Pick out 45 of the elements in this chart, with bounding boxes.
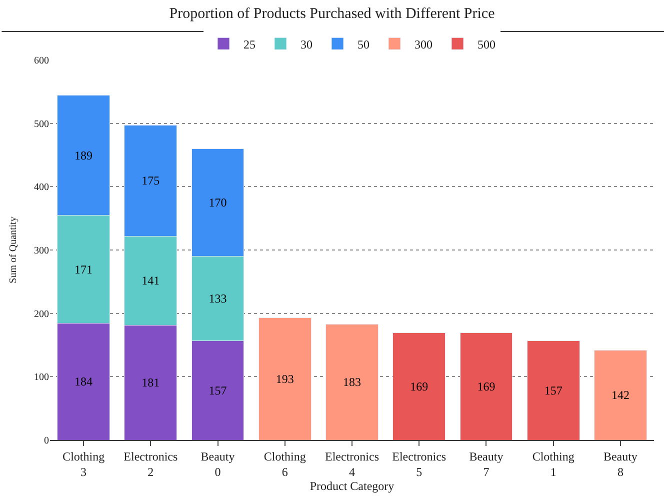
- legend-label: 300: [414, 37, 432, 52]
- data-label: 181: [142, 376, 160, 390]
- legend-label: 500: [478, 37, 496, 52]
- data-label: 169: [410, 379, 428, 394]
- x-tick-label: Beauty 0: [200, 449, 235, 479]
- y-tick-label: 300: [34, 246, 49, 256]
- y-tick-label: 500: [34, 118, 49, 130]
- x-tick-label: Clothing 3: [62, 449, 105, 479]
- data-label: 157: [544, 383, 562, 398]
- bar: [526, 340, 580, 440]
- bar: [392, 332, 446, 440]
- x-tick-label: Clothing 1: [532, 449, 574, 479]
- legend-label: 50: [358, 37, 370, 52]
- data-label: 157: [208, 383, 227, 398]
- bar: [460, 332, 513, 440]
- y-tick-label: 400: [34, 182, 49, 194]
- y-tick-label: 200: [34, 308, 49, 320]
- data-label: 175: [142, 174, 160, 188]
- data-label: 133: [208, 291, 227, 306]
- y-tick-label: 600: [34, 56, 49, 66]
- data-label: 193: [276, 372, 294, 386]
- x-tick-label: Clothing 6: [264, 449, 306, 479]
- x-axis-title: Product Category: [310, 479, 394, 493]
- legend-label: 25: [244, 37, 256, 52]
- bar: [258, 318, 312, 440]
- x-tick-label: Beauty 8: [603, 449, 638, 479]
- data-label: 141: [142, 274, 160, 288]
- y-tick-label: 0: [44, 436, 49, 446]
- legend-label: 30: [300, 37, 312, 52]
- data-label: 169: [477, 379, 496, 394]
- y-axis-title: Sum of Quantity: [8, 216, 19, 284]
- data-label: 171: [74, 262, 93, 276]
- x-tick-label: Beauty 7: [469, 449, 504, 479]
- data-label: 189: [74, 148, 93, 162]
- x-tick-label: Electronics 5: [392, 449, 446, 479]
- y-tick-label: 100: [34, 372, 49, 384]
- bar: [326, 324, 378, 440]
- x-tick-label: Electronics 2: [124, 449, 178, 479]
- data-label: 184: [74, 374, 93, 389]
- bar: [594, 350, 647, 440]
- chart-title: Proportion of Products Purchased with Different Price: [169, 6, 496, 22]
- data-label: 183: [343, 375, 361, 390]
- x-tick-label: Electronics 4: [325, 449, 380, 479]
- data-label: 170: [208, 196, 227, 210]
- data-label: 142: [611, 388, 630, 402]
